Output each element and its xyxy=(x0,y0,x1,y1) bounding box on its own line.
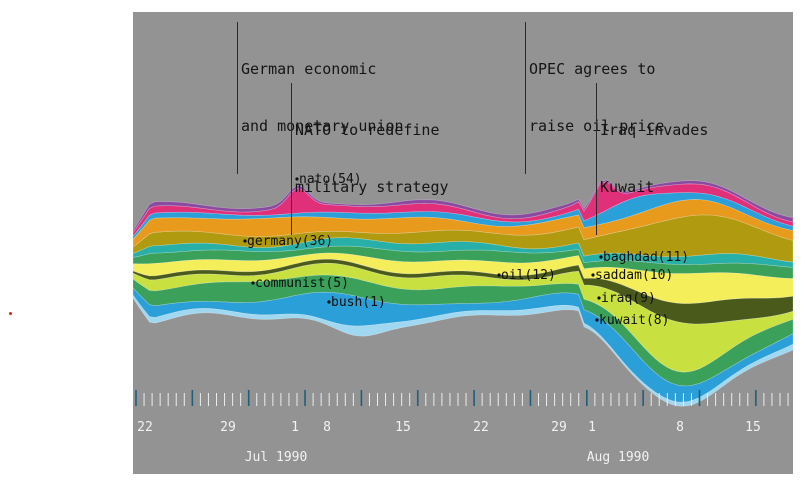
tick-label: 8 xyxy=(676,420,684,435)
term-label-iraq: iraq(9) xyxy=(601,291,656,306)
term-label-saddam: saddam(10) xyxy=(595,268,673,283)
tick-label: 29 xyxy=(220,420,236,435)
stream-layer-up-4 xyxy=(133,192,793,240)
stream-layer-up-6 xyxy=(133,179,793,234)
event-opec: OPEC agrees to raise oil price xyxy=(525,22,664,174)
tick-label: 1 xyxy=(588,420,596,435)
tick-label: 15 xyxy=(395,420,411,435)
event-german-union-line1: German economic xyxy=(241,60,377,78)
term-marker-kuwait xyxy=(595,318,599,322)
red-dot-marker xyxy=(9,312,12,315)
term-marker-saddam xyxy=(591,273,595,277)
tick-label: 1 xyxy=(291,420,299,435)
term-label-oil: oil(12) xyxy=(501,268,556,283)
term-label-germany: germany(36) xyxy=(247,234,333,249)
stream-layer-up-1 xyxy=(133,237,793,268)
streamgraph: 22 29 1 8 15 22 29 1 8 15 Jul 1990 Aug 1990 nato(54… xyxy=(133,172,793,465)
tick-label: 22 xyxy=(137,420,153,435)
stream-layer-down-1 xyxy=(133,258,793,325)
term-label-bush: bush(1) xyxy=(331,295,386,310)
stream-layer-down-5 xyxy=(133,294,793,407)
month-label: Aug 1990 xyxy=(587,450,650,465)
stream-layers xyxy=(133,179,793,407)
term-marker-communist xyxy=(251,281,255,285)
term-marker-bush xyxy=(327,300,331,304)
event-iraq-invades-line1: Iraq invades xyxy=(600,121,709,139)
term-marker-nato xyxy=(295,177,299,181)
term-label-communist: communist(5) xyxy=(255,276,349,291)
event-iraq-invades-line2: Kuwait xyxy=(600,178,655,196)
tick-label: 8 xyxy=(323,420,331,435)
term-marker-iraq xyxy=(597,296,601,300)
stream-layer-down-2 xyxy=(133,262,793,373)
term-label-baghdad: baghdad(11) xyxy=(603,250,689,265)
timeline-axis: 22 29 1 8 15 22 29 1 8 15 Jul 1990 Aug 1990 xyxy=(135,390,789,465)
event-german-union-line2: and monetary union xyxy=(241,117,404,135)
term-labels: nato(54) germany(36) communist(5) bush(1) oi… xyxy=(243,172,689,328)
term-label-kuwait: kuwait(8) xyxy=(599,313,669,328)
month-label: Jul 1990 xyxy=(245,450,308,465)
event-opec-line2: raise oil price xyxy=(529,117,665,135)
event-nato-line2: military strategy xyxy=(295,178,449,196)
event-german-union: German economic and monetary union xyxy=(237,22,404,174)
term-label-nato: nato(54) xyxy=(299,172,362,187)
tick-label: 22 xyxy=(473,420,489,435)
event-nato-line1: NATO to redefine xyxy=(295,121,440,139)
tick-label: 15 xyxy=(745,420,761,435)
event-iraq-invades: Iraq invades Kuwait xyxy=(596,83,708,235)
stream-layer-up-3 xyxy=(133,199,793,248)
term-marker-germany xyxy=(243,239,247,243)
stream-layer-up-2 xyxy=(133,214,793,263)
term-marker-baghdad xyxy=(599,255,603,259)
stream-layer-down-0 xyxy=(133,252,793,304)
chart-panel: 22 29 1 8 15 22 29 1 8 15 Jul 1990 Aug 1990 nato(54… xyxy=(133,12,793,474)
term-marker-oil xyxy=(497,273,501,277)
event-nato: NATO to redefine military strategy xyxy=(291,83,449,235)
event-opec-line1: OPEC agrees to xyxy=(529,60,656,78)
tick-label: 29 xyxy=(551,420,567,435)
